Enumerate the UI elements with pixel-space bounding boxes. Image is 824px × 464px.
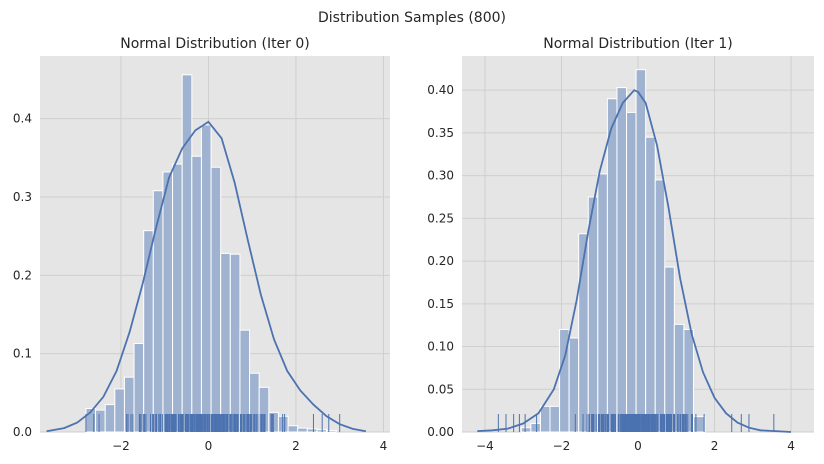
x-tick-label: 0	[205, 439, 213, 453]
x-tick-label: 4	[787, 439, 795, 453]
y-tick-label: 0.05	[427, 382, 454, 396]
histogram-bar	[152, 190, 164, 433]
histogram-bar	[95, 409, 106, 433]
histogram-bar	[635, 69, 647, 433]
histogram-bar	[133, 342, 145, 433]
tick-labels: −4 −2 0 2 4 0.00 0.05 0.10 0.15 0.20 0.25 0.30 0.35 0…	[427, 83, 795, 453]
y-tick-label: 0.30	[427, 169, 454, 183]
y-tick-label: 0.4	[13, 112, 32, 126]
kde-curve	[46, 120, 367, 433]
y-tick-label: 0.00	[427, 425, 454, 439]
x-tick-label: 2	[711, 439, 719, 453]
histogram-bar	[287, 425, 299, 433]
histogram-bar	[104, 404, 116, 433]
x-tick-label: 2	[292, 439, 300, 453]
histogram-bar	[664, 266, 675, 433]
histogram-bar	[654, 179, 666, 433]
histogram-bar	[181, 74, 193, 433]
histogram-bar	[549, 405, 561, 433]
histogram-bar	[597, 173, 608, 433]
histogram-bar	[683, 328, 694, 433]
y-tick-label: 0.0	[13, 425, 32, 439]
histogram-bar	[172, 163, 183, 433]
y-tick-label: 0.1	[13, 347, 32, 361]
x-tick-label: 0	[634, 439, 642, 453]
subplot-iter-1: −4 −2 0 2 4 0.00 0.05 0.10 0.15 0.20 0.25 0.30 0.35 0…	[427, 36, 814, 453]
x-tick-label: 4	[380, 439, 388, 453]
histogram-bar	[258, 386, 270, 433]
rug-marks	[497, 414, 775, 432]
y-tick-label: 0.2	[13, 268, 32, 282]
histogram-bar	[114, 388, 125, 433]
y-tick-label: 0.15	[427, 297, 454, 311]
histogram-bar	[220, 252, 231, 433]
histogram-bars	[85, 74, 337, 433]
y-tick-label: 0.10	[427, 340, 454, 354]
histogram-bar	[645, 136, 656, 433]
histogram-bar	[626, 111, 637, 433]
figure-suptitle: Distribution Samples (800)	[318, 10, 506, 26]
histogram-bar	[326, 429, 337, 433]
x-tick-label: −2	[112, 439, 130, 453]
histogram-bar	[606, 98, 618, 433]
histogram-bar	[191, 155, 202, 433]
subplot-title: Normal Distribution (Iter 0)	[120, 36, 310, 52]
histogram-bar	[568, 337, 580, 433]
y-tick-label: 0.3	[13, 190, 32, 204]
y-tick-label: 0.20	[427, 254, 454, 268]
subplot-title: Normal Distribution (Iter 1)	[543, 36, 733, 52]
y-tick-label: 0.25	[427, 211, 454, 225]
histogram-bar	[277, 415, 289, 433]
rug-marks	[85, 414, 341, 432]
histogram-bar	[200, 124, 212, 433]
histogram-bars	[520, 69, 706, 433]
histogram-bar	[616, 87, 628, 433]
subplot-iter-0: −2 0 2 4 0.0 0.1 0.2 0.3 0.4 Normal Distribution…	[13, 36, 390, 453]
kde-curve	[477, 89, 792, 433]
y-tick-label: 0.35	[427, 126, 454, 140]
histogram-bar	[306, 428, 318, 433]
histogram-bar	[520, 427, 532, 433]
histogram-bar	[692, 416, 706, 433]
y-tick-label: 0.40	[427, 83, 454, 97]
x-tick-label: −4	[476, 439, 494, 453]
x-tick-label: −2	[553, 439, 571, 453]
histogram-bar	[229, 253, 241, 433]
histogram-bar	[587, 196, 599, 433]
histogram-bar	[210, 166, 222, 433]
histogram-bar	[530, 422, 541, 433]
histogram-bar	[297, 427, 308, 433]
histogram-bar	[539, 405, 551, 433]
tick-labels: −2 0 2 4 0.0 0.1 0.2 0.3 0.4	[13, 112, 387, 453]
histogram-bar	[162, 171, 174, 433]
